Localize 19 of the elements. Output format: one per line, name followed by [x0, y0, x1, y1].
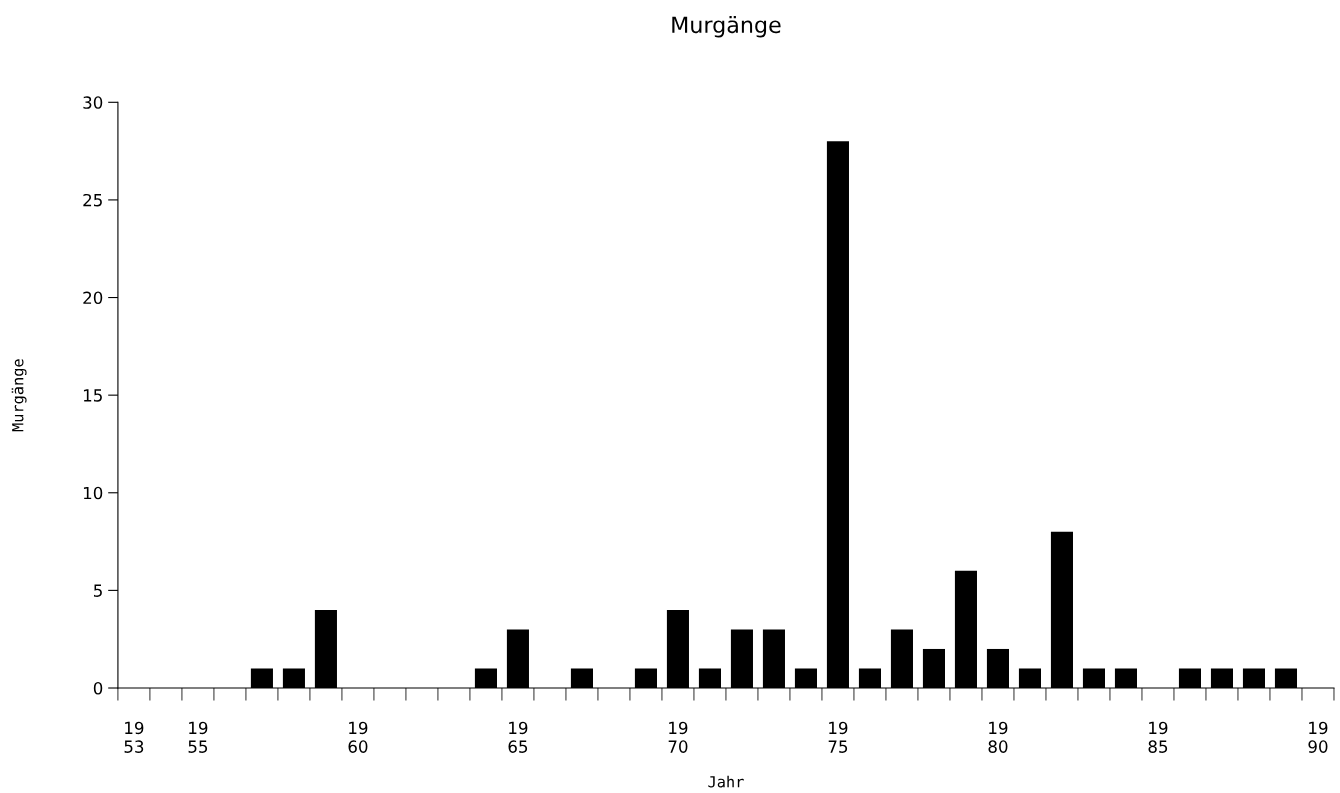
y-tick-label: 0 [93, 681, 103, 695]
x-tick-label: 19 85 [1148, 721, 1168, 753]
x-tick-label: 19 80 [988, 721, 1008, 753]
x-tick-label: 19 90 [1308, 721, 1328, 753]
y-tick-label: 10 [83, 486, 103, 500]
x-tick-label: 19 60 [348, 721, 368, 753]
x-tick-label: 19 75 [828, 721, 848, 753]
y-tick-label: 5 [94, 584, 102, 597]
x-tick-label: 19 65 [508, 721, 528, 753]
x-tick-label: 19 70 [668, 721, 688, 753]
x-tick-label: 19 53 [124, 721, 144, 753]
y-tick-label: 25 [83, 193, 102, 207]
x-tick-label: 19 55 [188, 721, 208, 753]
y-tick-label: 30 [83, 96, 103, 109]
y-axis-title: Murgänge [11, 359, 27, 432]
y-tick-label: 15 [83, 389, 102, 402]
x-axis-title: Jahr [708, 775, 744, 788]
y-tick-label: 20 [83, 291, 103, 305]
chart-title: Murgänge [672, 16, 781, 38]
